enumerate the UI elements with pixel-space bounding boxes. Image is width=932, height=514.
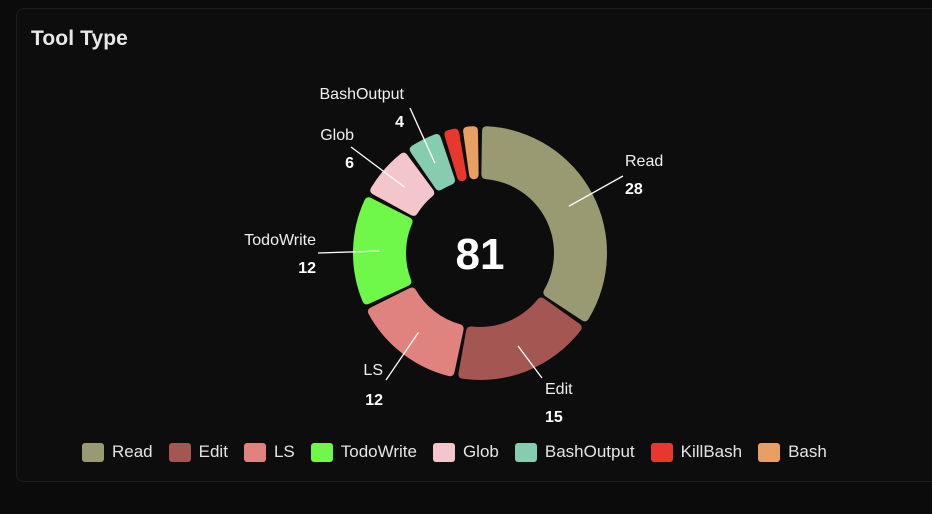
legend-item-bash-output[interactable]: BashOutput <box>514 442 635 462</box>
legend-item-bash[interactable]: Bash <box>758 442 827 462</box>
legend-item-edit[interactable]: Edit <box>168 442 228 462</box>
legend-item-ls[interactable]: LS <box>243 442 295 462</box>
callout-line-ls <box>385 332 419 381</box>
tool-type-panel: Tool Type <box>16 8 932 482</box>
slice-label-read: Read <box>625 153 663 170</box>
legend-label: KillBash <box>680 442 743 461</box>
legend-item-glob[interactable]: Glob <box>432 442 499 462</box>
slice-label-ls: LS <box>363 362 383 379</box>
legend-swatch <box>82 442 104 462</box>
slice-value-todo-write: 12 <box>298 260 316 277</box>
slice-label-todo-write: TodoWrite <box>244 232 316 249</box>
legend-label: Edit <box>198 442 228 461</box>
slice-bash[interactable] <box>463 126 479 180</box>
legend-swatch <box>168 442 191 462</box>
callout-line-todo-write <box>317 250 380 254</box>
slice-value-bash-output: 4 <box>395 114 404 131</box>
slice-read[interactable] <box>481 126 607 322</box>
legend-label: BashOutput <box>544 442 635 461</box>
slice-label-edit: Edit <box>545 381 573 398</box>
slice-glob[interactable] <box>370 152 435 216</box>
legend-swatch <box>310 442 333 462</box>
slice-label-glob: Glob <box>320 127 354 144</box>
slice-value-glob: 6 <box>345 155 354 172</box>
callout-line-glob <box>350 146 405 188</box>
slice-kill-bash[interactable] <box>444 128 467 182</box>
callout-line-read <box>568 175 624 207</box>
center-total-label: 81 <box>456 230 505 279</box>
callout-line-edit <box>517 345 543 379</box>
chart-legend: Read Edit LS TodoWrite Glob BashOutput KillBas… <box>82 442 843 462</box>
slice-todo-write[interactable] <box>353 197 413 305</box>
legend-swatch <box>758 442 781 462</box>
legend-label: Bash <box>788 442 827 461</box>
slice-bash-output[interactable] <box>409 133 456 191</box>
slice-value-read: 28 <box>625 181 643 198</box>
legend-label: Glob <box>462 442 499 461</box>
slice-ls[interactable] <box>367 287 464 377</box>
legend-label: LS <box>273 442 295 461</box>
legend-swatch <box>243 442 266 462</box>
slice-value-ls: 12 <box>365 392 383 409</box>
slice-edit[interactable] <box>458 297 582 380</box>
callout-line-bash-output <box>409 107 436 164</box>
slice-value-edit: 15 <box>545 409 563 426</box>
legend-label: Read <box>112 442 153 461</box>
legend-item-read[interactable]: Read <box>82 442 153 462</box>
legend-item-todo-write[interactable]: TodoWrite <box>310 442 417 462</box>
legend-swatch <box>514 442 537 462</box>
legend-item-kill-bash[interactable]: KillBash <box>650 442 743 462</box>
panel-title: Tool Type <box>31 27 128 50</box>
legend-swatch <box>650 442 673 462</box>
legend-label: TodoWrite <box>340 442 417 461</box>
legend-swatch <box>432 442 455 462</box>
slice-label-bash-output: BashOutput <box>320 86 405 103</box>
